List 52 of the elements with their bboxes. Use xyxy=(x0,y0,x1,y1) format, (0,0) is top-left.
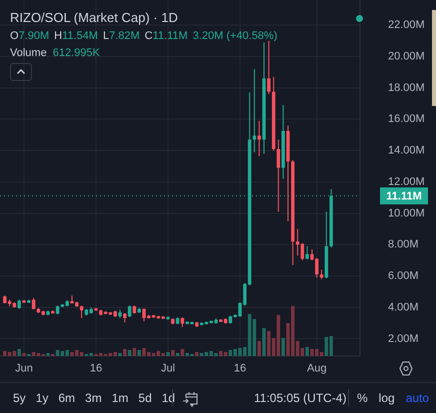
bar xyxy=(18,349,21,356)
text: 5d xyxy=(138,391,152,405)
y-tick-label: 18.00M xyxy=(388,82,425,94)
annotation: L xyxy=(102,30,110,42)
annotation: 612.995K xyxy=(52,46,100,58)
text: 5y xyxy=(13,391,26,405)
bar xyxy=(180,349,184,356)
x-tick-label: 16 xyxy=(234,362,246,375)
annotation: C xyxy=(144,30,153,42)
bar xyxy=(306,347,309,356)
annotation: 11.11M xyxy=(152,30,188,42)
ref-line-label: 11.11M xyxy=(386,190,422,202)
text: log xyxy=(378,391,395,405)
y-tick-label: 8.00M xyxy=(388,238,419,251)
candlestick xyxy=(252,69,256,152)
annotation: 7.90M xyxy=(18,30,50,42)
text: 3m xyxy=(85,391,102,405)
text: RIZO/SOL (Market Cap) · 1D xyxy=(10,10,178,25)
x-tick-label: Jun xyxy=(15,362,33,375)
x-tick-label: Aug xyxy=(307,362,327,375)
text: 1y xyxy=(36,391,48,405)
bar xyxy=(138,350,141,356)
y-tick-label: 20.00M xyxy=(388,50,425,62)
y-tick-label: 14.00M xyxy=(388,144,425,157)
y-tick-label: 12.00M xyxy=(388,176,425,188)
y-tick-label: 2.00M xyxy=(388,332,419,345)
x-tick-label: Jul xyxy=(160,362,176,375)
y-tick-label: 16.00M xyxy=(388,113,425,126)
text: 11:05:05 (UTC-4) xyxy=(254,391,346,405)
bar xyxy=(282,338,285,356)
bar xyxy=(258,341,261,356)
text: 6m xyxy=(58,391,76,405)
annotation: 3.20M (+40.58%) xyxy=(192,30,278,42)
bar xyxy=(132,348,136,356)
text: % xyxy=(357,391,368,405)
text: 1m xyxy=(112,391,128,405)
annotation: 11.54M xyxy=(62,30,98,42)
text: auto xyxy=(406,391,430,405)
bar xyxy=(128,350,132,356)
y-tick-label: 22.00M xyxy=(388,19,425,32)
bar xyxy=(123,349,126,356)
y-tick-label: 10.00M xyxy=(388,207,425,220)
bar xyxy=(195,352,198,356)
chart-title: Volume xyxy=(10,46,47,58)
bar xyxy=(171,350,174,356)
y-tick-label: 6.00M xyxy=(388,270,419,282)
x-tick-label: 16 xyxy=(90,362,102,375)
annotation: 7.82M xyxy=(109,30,140,42)
bar xyxy=(176,353,180,356)
annotation: O xyxy=(10,30,19,42)
annotation: H xyxy=(54,30,62,42)
y-tick-label: 4.00M xyxy=(388,301,419,314)
